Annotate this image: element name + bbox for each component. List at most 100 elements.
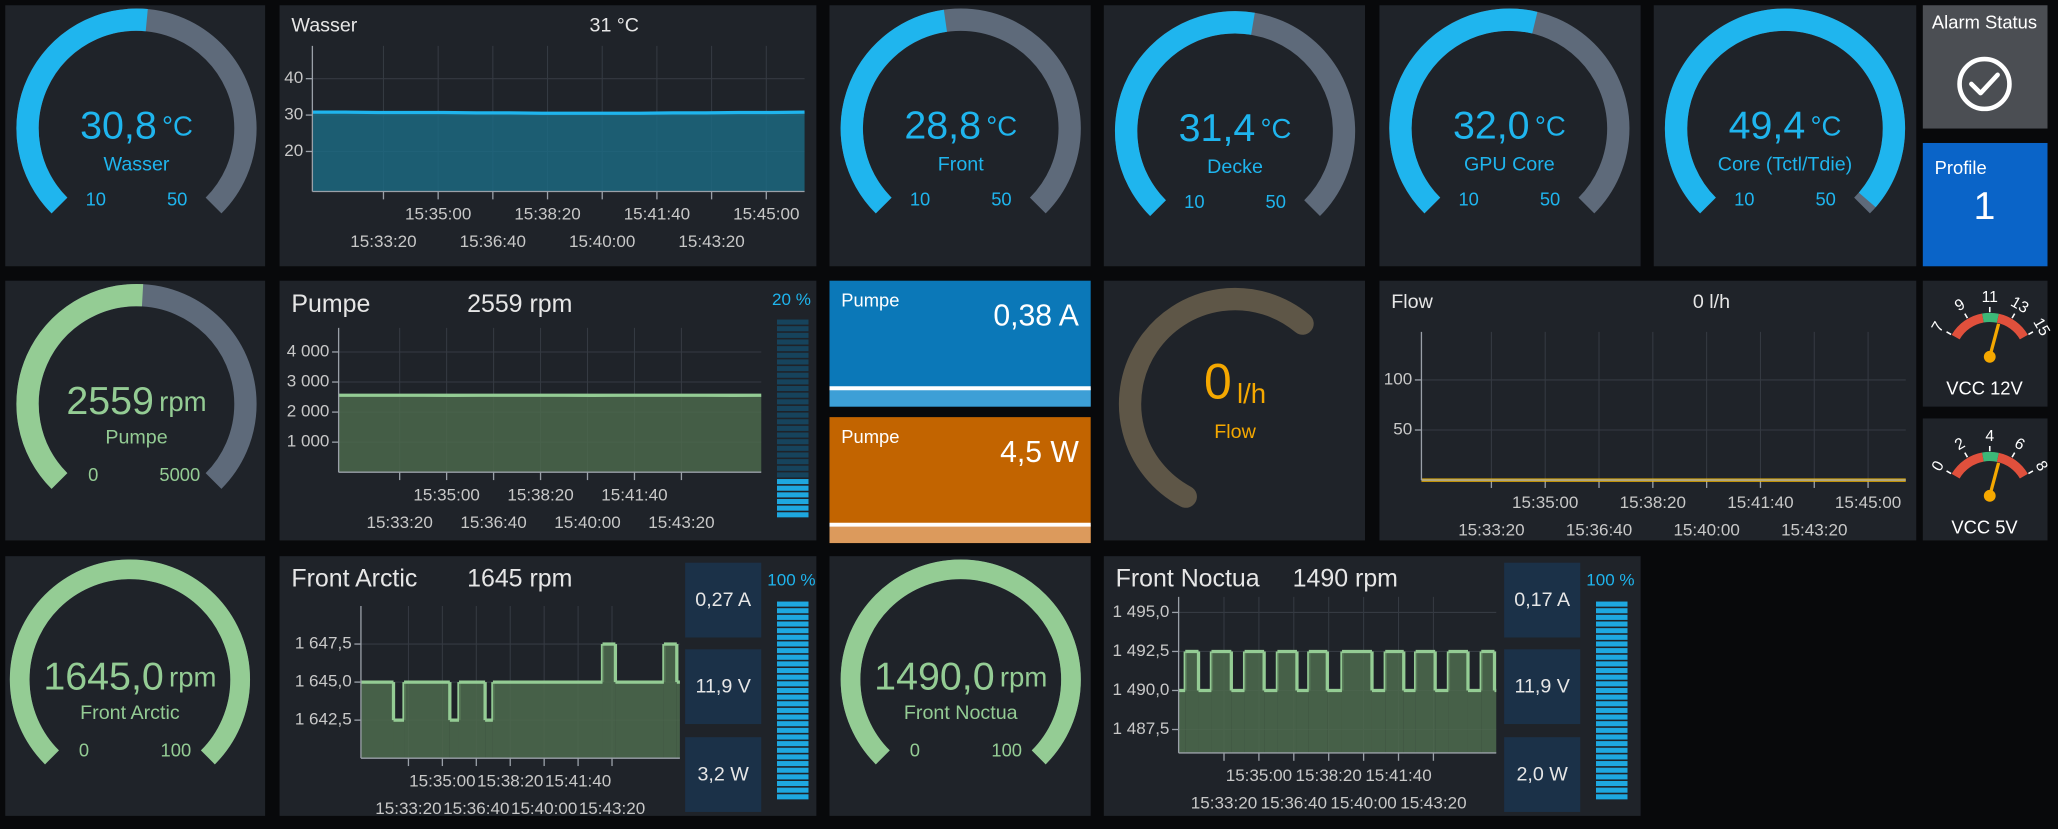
area-step bbox=[1178, 690, 1186, 753]
duty-background bbox=[777, 439, 809, 445]
gauge-label: Front Arctic bbox=[80, 702, 180, 724]
dial-tick bbox=[2028, 470, 2034, 475]
pump-label: Pumpe bbox=[841, 426, 899, 447]
area-step bbox=[404, 682, 450, 759]
duty-segment bbox=[1596, 721, 1628, 727]
area-step bbox=[1435, 690, 1449, 753]
x-tick-label: 15:35:00 bbox=[413, 485, 479, 504]
area-step bbox=[615, 682, 664, 759]
reading: 2,0 W bbox=[1516, 763, 1568, 785]
chart-current: 31 °C bbox=[590, 14, 639, 36]
profile-tile bbox=[1922, 142, 2048, 267]
y-tick-label: 1 647,5 bbox=[295, 634, 352, 653]
x-tick-label: 15:45:00 bbox=[733, 205, 799, 224]
duty-background bbox=[777, 419, 809, 425]
alarm-icon bbox=[1957, 56, 2012, 112]
x-tick-label: 15:40:00 bbox=[511, 799, 577, 818]
area-step bbox=[663, 644, 677, 759]
chart-title: Front Noctua bbox=[1116, 564, 1260, 592]
duty-background bbox=[777, 392, 809, 398]
gauge-value: 28,8 °C bbox=[904, 104, 1017, 148]
dial-band bbox=[1982, 312, 1999, 323]
area-step bbox=[1327, 690, 1342, 753]
x-tick-label: 15:36:40 bbox=[1566, 521, 1632, 540]
duty-background bbox=[777, 425, 809, 431]
y-tick-label: 1 495,0 bbox=[1113, 602, 1170, 621]
gauge-min: 10 bbox=[86, 189, 106, 210]
tile bbox=[1379, 280, 1917, 541]
duty-segment bbox=[1596, 694, 1628, 700]
gauge-value: 32,0 °C bbox=[1453, 104, 1566, 148]
duty-segment bbox=[1596, 601, 1628, 607]
duty-segment bbox=[777, 608, 809, 614]
duty-background bbox=[777, 319, 809, 325]
duty-segment bbox=[777, 734, 809, 740]
duty-segment bbox=[777, 794, 809, 800]
chart-current: 1645 rpm bbox=[467, 564, 572, 592]
duty-segment bbox=[777, 628, 809, 634]
x-tick-label: 15:35:00 bbox=[409, 771, 475, 790]
duty-segment bbox=[777, 681, 809, 687]
duty-background bbox=[777, 452, 809, 458]
gauge-number: 32,0 bbox=[1453, 104, 1530, 148]
duty-segment bbox=[1596, 741, 1628, 747]
duty-segment bbox=[1596, 674, 1628, 680]
x-tick-label: 15:38:20 bbox=[514, 205, 580, 224]
duty-segment bbox=[777, 701, 809, 707]
dial-band bbox=[1951, 313, 1984, 340]
dial-hub bbox=[1983, 489, 1996, 502]
pump-band bbox=[829, 388, 1091, 407]
duty-segment bbox=[1596, 621, 1628, 627]
x-tick-label: 15:36:40 bbox=[460, 513, 526, 532]
x-tick-label: 15:33:20 bbox=[1458, 521, 1524, 540]
gauge-label: Pumpe bbox=[105, 426, 167, 448]
gauge-unit: rpm bbox=[159, 386, 206, 417]
area-step bbox=[1244, 651, 1265, 753]
area-step bbox=[449, 720, 459, 759]
x-tick-label: 15:41:40 bbox=[1365, 766, 1431, 785]
dial-tick-label: 4 bbox=[1985, 428, 1994, 445]
duty-segment bbox=[777, 780, 809, 787]
duty-segment bbox=[777, 654, 809, 660]
gauge-min: 0 bbox=[88, 464, 98, 485]
area bbox=[312, 112, 805, 192]
gauge-unit: °C bbox=[1810, 111, 1841, 142]
area-step bbox=[1494, 690, 1497, 753]
area-step bbox=[602, 644, 616, 759]
dial-label: VCC 5V bbox=[1951, 516, 2018, 537]
area-step bbox=[1403, 690, 1416, 753]
x-tick-label: 15:45:00 bbox=[1835, 493, 1901, 512]
chart-current: 2559 rpm bbox=[467, 290, 572, 318]
x-tick-label: 15:40:00 bbox=[569, 232, 635, 251]
duty-segment bbox=[777, 787, 809, 793]
y-tick-label: 1 642,5 bbox=[295, 710, 352, 729]
duty-segment bbox=[777, 641, 809, 647]
gauge-number: 2559 bbox=[66, 379, 154, 423]
x-tick-label: 15:35:00 bbox=[405, 205, 471, 224]
duty-segment bbox=[777, 767, 809, 773]
duty-background bbox=[777, 346, 809, 352]
area-step bbox=[458, 682, 486, 759]
tile bbox=[1103, 280, 1365, 541]
x-tick-label: 15:38:20 bbox=[477, 771, 543, 790]
gauge-label: Core (Tctl/Tdie) bbox=[1718, 153, 1852, 175]
dial-band bbox=[1951, 452, 1984, 479]
x-tick-label: 15:33:20 bbox=[1191, 794, 1257, 813]
reading-tile bbox=[685, 562, 762, 638]
x-tick-label: 15:41:40 bbox=[624, 205, 690, 224]
gauge-number: 1645,0 bbox=[43, 655, 163, 699]
reading: 3,2 W bbox=[697, 763, 749, 785]
x-tick-label: 15:35:00 bbox=[1512, 493, 1578, 512]
dial-tick bbox=[2011, 452, 2016, 458]
reading: 11,9 V bbox=[695, 676, 751, 698]
duty-background bbox=[777, 352, 809, 358]
duty-label: 20 % bbox=[772, 290, 811, 309]
gauge-min: 0 bbox=[79, 739, 89, 760]
duty-segment bbox=[1596, 634, 1628, 640]
x-tick-label: 15:41:40 bbox=[545, 771, 611, 790]
duty-segment bbox=[1596, 614, 1628, 620]
chart-current: 0 l/h bbox=[1693, 291, 1730, 313]
gauge-label: Decke bbox=[1207, 156, 1263, 178]
